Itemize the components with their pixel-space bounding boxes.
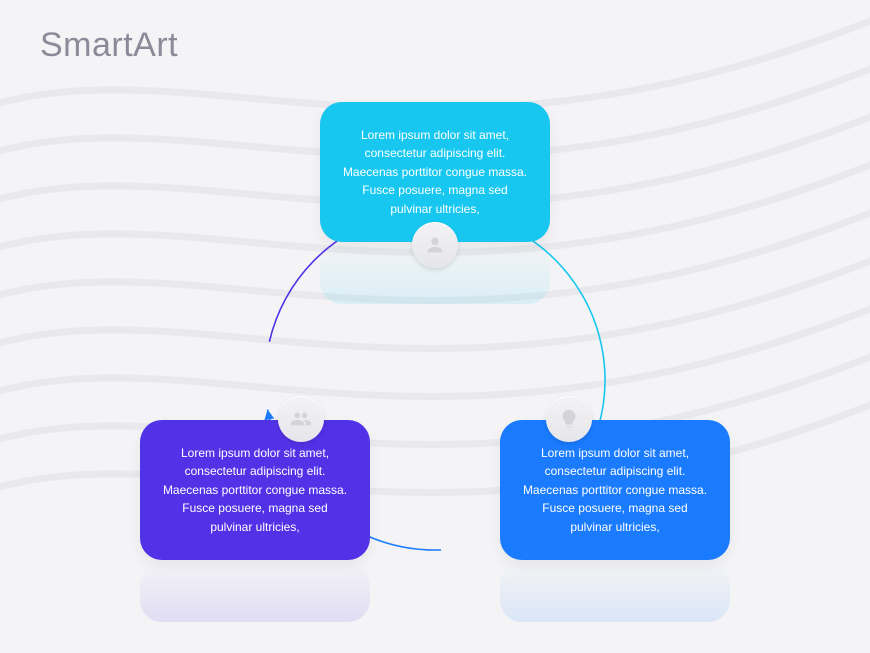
cycle-card-top-text: Lorem ipsum dolor sit amet, consectetur … [340, 126, 530, 219]
cycle-card-left-text: Lorem ipsum dolor sit amet, consectetur … [160, 444, 350, 537]
cycle-card-left: Lorem ipsum dolor sit amet, consectetur … [140, 420, 370, 560]
bulb-icon [546, 396, 592, 442]
diagram-stage: Lorem ipsum dolor sit amet, consectetur … [0, 0, 870, 653]
cycle-card-right-reflection [500, 562, 730, 622]
group-icon [278, 396, 324, 442]
cycle-card-right-text: Lorem ipsum dolor sit amet, consectetur … [520, 444, 710, 537]
cycle-card-top: Lorem ipsum dolor sit amet, consectetur … [320, 102, 550, 242]
cycle-card-right: Lorem ipsum dolor sit amet, consectetur … [500, 420, 730, 560]
cycle-card-left-reflection [140, 562, 370, 622]
page-title: SmartArt [40, 26, 178, 65]
person-icon [412, 222, 458, 268]
